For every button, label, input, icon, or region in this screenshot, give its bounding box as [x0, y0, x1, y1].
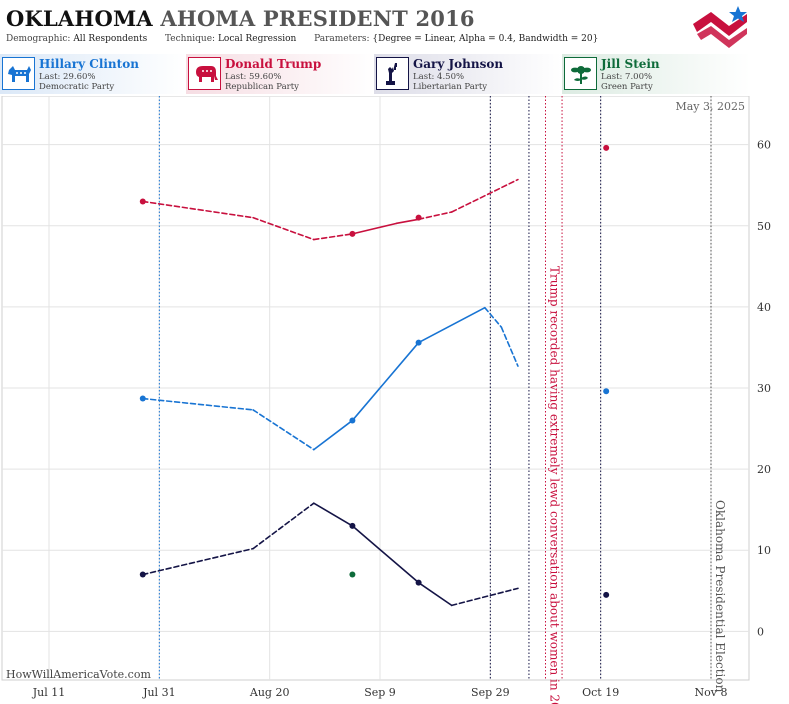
y-tick-label: 60	[757, 139, 771, 152]
donkey-icon	[2, 57, 35, 90]
green-flower-icon	[564, 57, 597, 90]
logo-stripe-red	[693, 12, 747, 36]
data-point	[139, 198, 146, 205]
elephant-icon	[188, 57, 221, 90]
y-tick-label: 20	[757, 463, 771, 476]
footer-credit: HowWillAmericaVote.com	[6, 668, 151, 681]
candidate-last-value: Last: 4.50%	[413, 72, 465, 82]
x-tick-label: Oct 19	[582, 686, 619, 699]
site-logo	[693, 6, 747, 48]
y-tick-label: 40	[757, 301, 771, 314]
x-tick-label: Sep 29	[471, 686, 510, 699]
series-line-segment	[252, 409, 315, 451]
technique-value: Local Regression	[217, 34, 297, 44]
data-point	[349, 417, 356, 424]
parameters-label: Parameters:	[314, 34, 370, 44]
series-line-segment	[312, 419, 354, 451]
candidate-party: Democratic Party	[39, 82, 115, 92]
series-line-segment	[450, 178, 519, 213]
series-line-segment	[351, 525, 420, 584]
event-annotation: Trump recorded having extremely lewd con…	[548, 266, 562, 704]
x-tick-label: Jul 31	[142, 686, 176, 699]
candidate-last-value: Last: 7.00%	[601, 72, 653, 82]
event-annotation: Oklahoma Presidential Election	[713, 500, 727, 693]
x-tick-label: Nov 8	[695, 686, 728, 699]
series-line-segment	[417, 306, 486, 344]
data-point	[415, 579, 422, 586]
candidate-name: Jill Stein	[601, 57, 660, 71]
candidate-party: Libertarian Party	[413, 82, 488, 92]
series-line-segment	[417, 581, 453, 607]
logo-stripe-red-2	[697, 26, 747, 48]
data-point	[415, 339, 422, 346]
candidate-party: Republican Party	[225, 82, 299, 92]
candidate-party: Green Party	[601, 82, 653, 92]
data-point	[139, 571, 146, 578]
series-line-segment	[450, 587, 519, 607]
data-point	[349, 230, 356, 237]
data-point	[349, 571, 356, 578]
technique-label: Technique:	[165, 34, 216, 44]
candidate-name: Hillary Clinton	[39, 57, 139, 71]
candidate-name: Donald Trump	[225, 57, 322, 71]
series-line-segment	[351, 341, 420, 422]
y-tick-label: 10	[757, 544, 771, 557]
data-point	[603, 591, 610, 598]
poll-trend-chart: 0 10 20 30 40 50 60 Jul 11 Jul 31 Aug 20 Sep 9 Sep …	[1, 96, 771, 704]
parameters-value: {Degree = Linear, Alpha = 0.4, Bandwidth…	[372, 34, 599, 44]
y-tick-label: 30	[757, 382, 771, 395]
parameters-line: Demographic: All Respondents Technique: …	[6, 34, 598, 44]
data-point	[603, 144, 610, 151]
logo-star-icon	[729, 6, 747, 22]
candidate-legend: Hillary Clinton Last: 29.60% Democratic …	[0, 52, 789, 96]
x-tick-label: Sep 9	[364, 686, 396, 699]
series-line-segment	[252, 216, 315, 241]
data-point	[349, 522, 356, 529]
series-line-segment	[351, 222, 398, 235]
statue-of-liberty-icon	[376, 57, 409, 90]
y-tick-label: 50	[757, 220, 771, 233]
page-title: OKLAHOMA AHOMA PRESIDENT 2016	[6, 6, 475, 31]
title-race: AHOMA PRESIDENT 2016	[160, 6, 475, 31]
series-line-segment	[312, 233, 354, 241]
series-line-segment	[312, 502, 354, 527]
title-state: OKLAHOMA	[6, 6, 153, 31]
demographic-label: Demographic:	[6, 34, 71, 44]
series-line-segment	[500, 326, 519, 367]
candidate-name: Gary Johnson	[413, 57, 504, 71]
series-line-segment	[252, 502, 315, 550]
data-point	[139, 395, 146, 402]
candidate-last-value: Last: 29.60%	[39, 72, 96, 82]
series-line-segment	[417, 211, 453, 221]
x-tick-label: Aug 20	[249, 686, 290, 699]
series-line-segment	[141, 200, 254, 219]
x-tick-label: Jul 11	[32, 686, 66, 699]
demographic-value: All Respondents	[73, 34, 148, 44]
series-line-segment	[141, 547, 254, 576]
data-point	[603, 388, 610, 395]
series-line-segment	[484, 306, 503, 328]
y-tick-label: 0	[757, 625, 764, 638]
candidate-last-value: Last: 59.60%	[225, 72, 282, 82]
date-stamp: May 3, 2025	[675, 100, 745, 113]
series-line-segment	[395, 218, 420, 225]
series-line-segment	[141, 397, 254, 411]
data-point	[415, 214, 422, 221]
